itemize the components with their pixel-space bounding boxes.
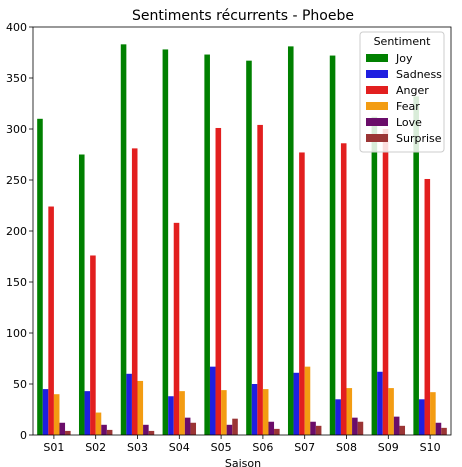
bar-love-s08	[352, 417, 358, 435]
bar-joy-s09	[371, 116, 378, 435]
x-axis: S01 S02 S03 S04 S05 S06 S07 S08 S09 S10	[43, 435, 441, 454]
legend-label-sadness: Sadness	[396, 68, 442, 81]
bar-love-s02	[101, 424, 107, 435]
y-axis: 0 50 100 150 200 250 300 350 400	[6, 21, 33, 442]
bar-love-s07	[310, 421, 316, 435]
x-tick-label: S01	[43, 441, 64, 454]
bar-sadness-s09	[377, 371, 383, 435]
bar-sadness-s01	[42, 389, 49, 435]
legend-swatch-surprise	[366, 134, 388, 142]
bar-surprise-s04	[190, 422, 197, 435]
bar-love-s10	[435, 422, 442, 435]
bar-joy-s08	[329, 55, 336, 436]
legend-label-love: Love	[396, 116, 422, 129]
bar-fear-s07	[304, 366, 311, 435]
bar-joy-s04	[162, 49, 169, 435]
bar-joy-s02	[78, 154, 85, 435]
y-tick-label: 50	[13, 378, 27, 391]
y-tick-label: 350	[6, 72, 27, 85]
bar-surprise-s05	[232, 418, 238, 435]
bar-surprise-s06	[274, 428, 280, 435]
legend-label-anger: Anger	[396, 84, 429, 97]
x-tick-label: S05	[211, 441, 232, 454]
bar-love-s03	[143, 424, 149, 435]
bar-fear-s02	[95, 412, 102, 435]
legend-title: Sentiment	[374, 35, 432, 48]
chart-title: Sentiments récurrents - Phoebe	[132, 8, 354, 24]
bar-joy-s06	[246, 60, 252, 435]
bar-fear-s01	[53, 394, 60, 435]
bar-joy-s10	[413, 96, 419, 436]
bar-sadness-s04	[168, 396, 174, 435]
bar-anger-s06	[257, 124, 263, 436]
plot-area	[37, 44, 447, 436]
bar-surprise-s09	[399, 425, 406, 435]
legend-swatch-anger	[366, 86, 388, 94]
bar-love-s01	[59, 422, 66, 435]
bar-anger-s08	[340, 143, 347, 435]
bar-love-s06	[268, 421, 275, 435]
bar-fear-s04	[179, 391, 185, 435]
bar-fear-s03	[137, 380, 144, 435]
legend-swatch-fear	[366, 102, 388, 110]
bar-fear-s05	[221, 390, 227, 435]
bar-surprise-s01	[65, 430, 71, 435]
legend-label-surprise: Surprise	[396, 132, 442, 145]
bar-love-s09	[393, 416, 400, 435]
bar-sadness-s02	[84, 391, 91, 435]
x-tick-label: S03	[127, 441, 148, 454]
x-tick-label: S04	[169, 441, 190, 454]
y-tick-label: 100	[6, 327, 27, 340]
legend-swatch-sadness	[366, 70, 388, 78]
y-tick-label: 400	[6, 21, 27, 34]
bar-surprise-s03	[148, 430, 155, 435]
bar-surprise-s10	[441, 427, 447, 435]
x-tick-label: S07	[294, 441, 315, 454]
bar-sadness-s10	[418, 399, 425, 435]
legend-label-joy: Joy	[395, 52, 413, 65]
bar-fear-s09	[388, 388, 394, 435]
bar-anger-s04	[173, 222, 180, 435]
bar-fear-s06	[262, 389, 269, 435]
x-tick-label: S08	[336, 441, 357, 454]
bar-sadness-s05	[209, 366, 216, 435]
x-tick-label: S06	[252, 441, 273, 454]
bar-anger-s07	[299, 152, 305, 435]
x-tick-label: S02	[85, 441, 106, 454]
bar-anger-s10	[424, 178, 431, 436]
x-tick-label: S10	[420, 441, 441, 454]
bar-anger-s05	[215, 127, 222, 435]
bar-sadness-s08	[335, 399, 341, 435]
bar-sadness-s03	[126, 373, 132, 435]
bar-anger-s03	[131, 148, 138, 435]
legend-swatch-joy	[366, 54, 388, 62]
bar-sadness-s06	[251, 384, 258, 435]
y-tick-label: 0	[20, 429, 27, 442]
bar-surprise-s08	[357, 421, 364, 435]
bar-anger-s01	[48, 206, 54, 435]
bar-joy-s03	[120, 44, 127, 436]
bar-anger-s02	[90, 255, 96, 435]
x-tick-label: S09	[378, 441, 399, 454]
legend: Sentiment Joy Sadness Anger Fear Love Surpris…	[359, 31, 445, 153]
y-tick-label: 150	[6, 276, 27, 289]
legend-label-fear: Fear	[396, 100, 420, 113]
bar-sadness-s07	[293, 372, 300, 435]
bar-joy-s05	[204, 54, 210, 435]
x-axis-label: Saison	[225, 457, 261, 467]
bar-fear-s10	[430, 392, 436, 435]
bar-joy-s01	[37, 118, 43, 436]
bar-surprise-s02	[106, 429, 113, 435]
y-tick-label: 300	[6, 123, 27, 136]
bar-anger-s09	[382, 129, 389, 435]
bar-love-s05	[226, 424, 233, 435]
bar-joy-s07	[287, 46, 294, 435]
bar-surprise-s07	[315, 425, 322, 435]
y-tick-label: 250	[6, 174, 27, 187]
legend-swatch-love	[366, 118, 388, 126]
bar-fear-s08	[346, 388, 353, 435]
y-tick-label: 200	[6, 225, 27, 238]
bar-love-s04	[184, 417, 191, 435]
